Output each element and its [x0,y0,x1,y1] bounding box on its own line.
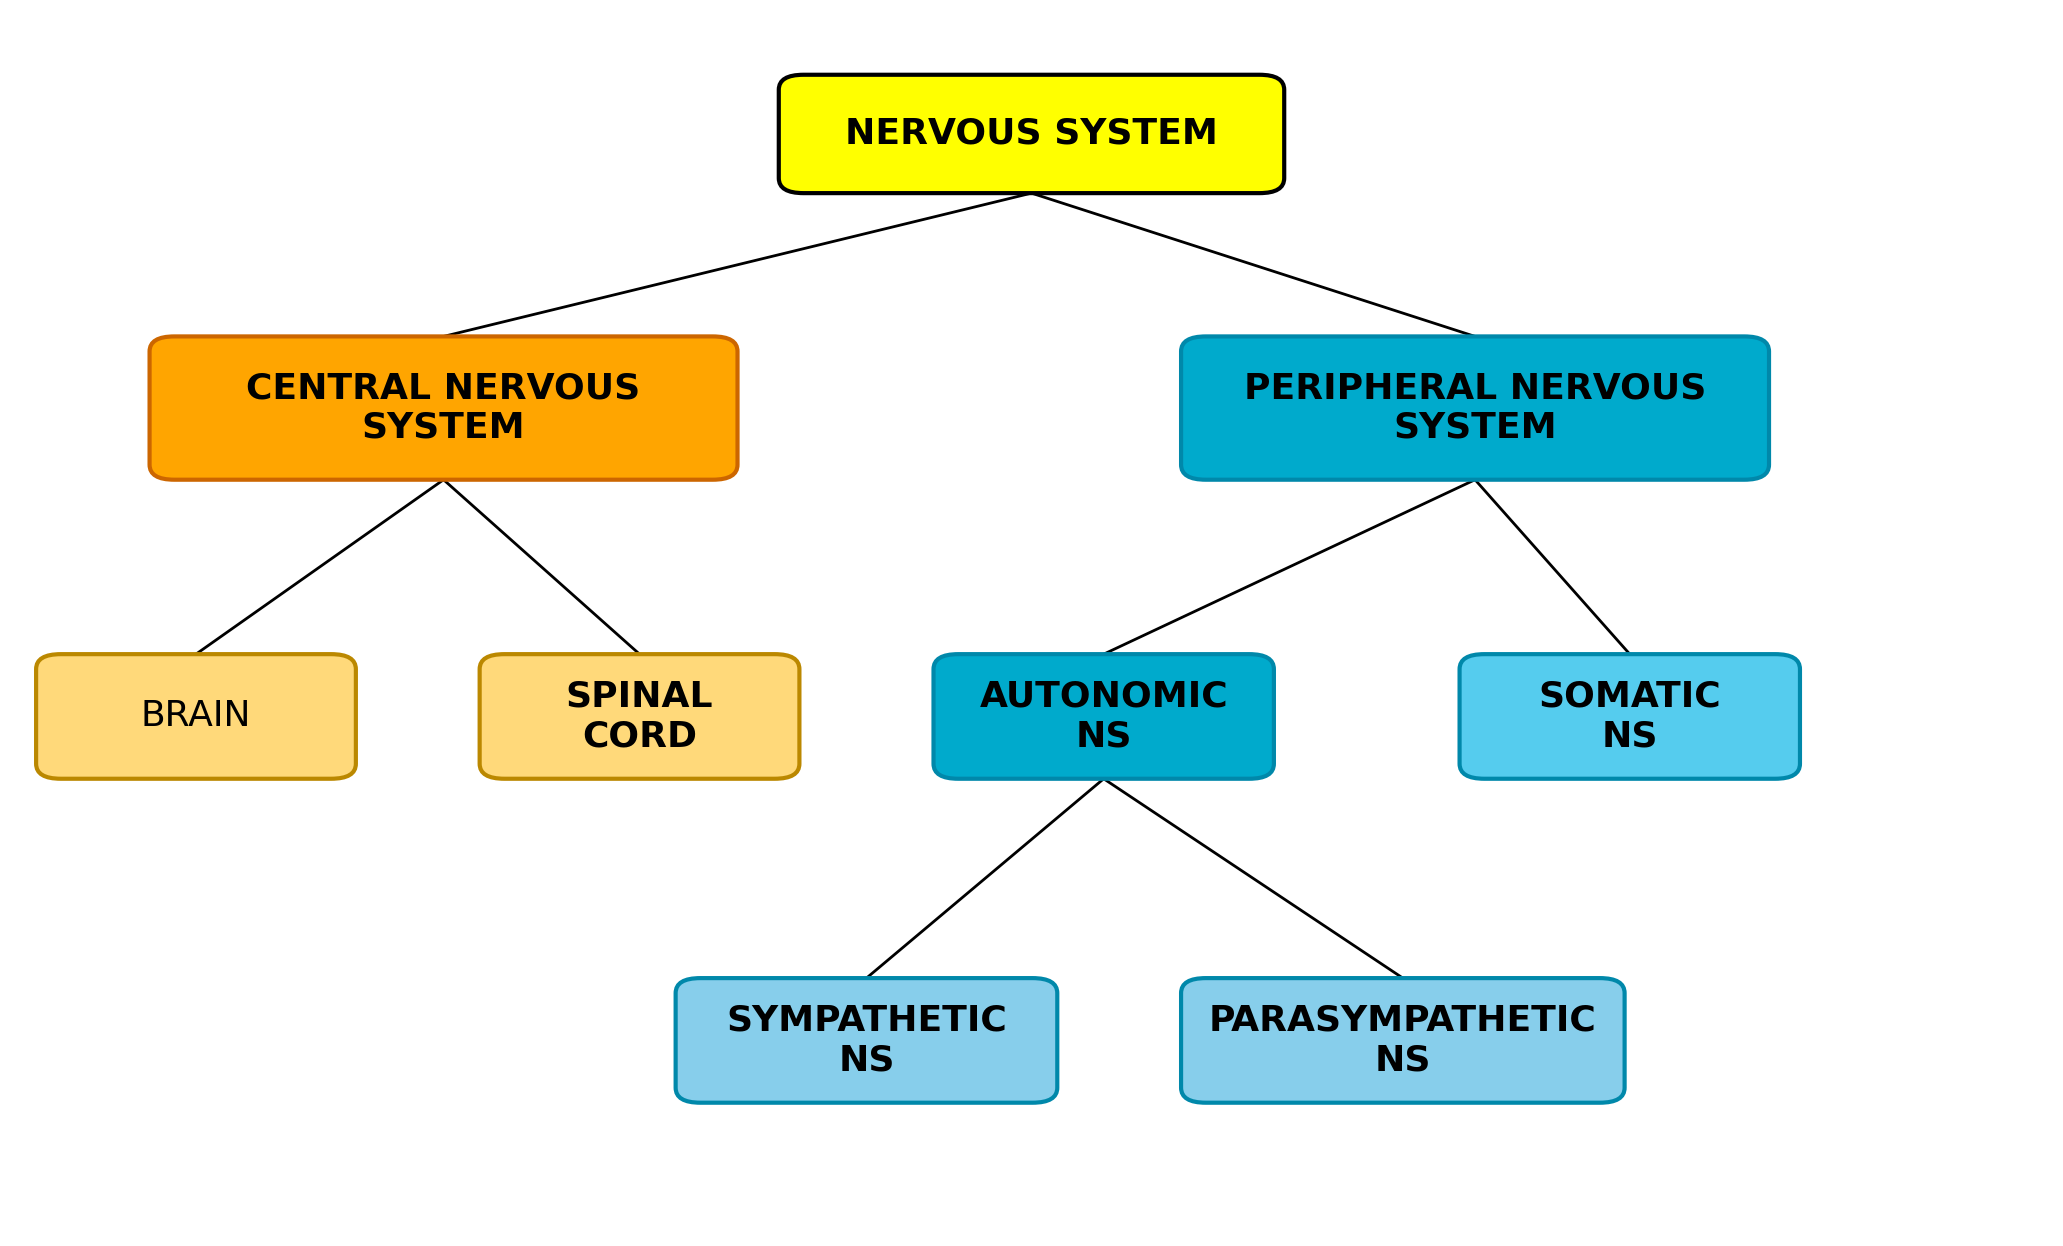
Text: SYMPATHETIC
NS: SYMPATHETIC NS [726,1004,1007,1077]
Text: SPINAL
CORD: SPINAL CORD [565,680,714,753]
FancyBboxPatch shape [479,654,798,779]
FancyBboxPatch shape [677,978,1056,1103]
FancyBboxPatch shape [37,654,355,779]
FancyBboxPatch shape [780,75,1285,193]
FancyBboxPatch shape [935,654,1275,779]
FancyBboxPatch shape [1461,654,1801,779]
Text: NERVOUS SYSTEM: NERVOUS SYSTEM [846,117,1217,151]
FancyBboxPatch shape [151,336,739,480]
Text: PERIPHERAL NERVOUS
SYSTEM: PERIPHERAL NERVOUS SYSTEM [1244,371,1706,445]
FancyBboxPatch shape [1182,336,1768,480]
Text: BRAIN: BRAIN [140,699,252,734]
Text: AUTONOMIC
NS: AUTONOMIC NS [980,680,1227,753]
Text: CENTRAL NERVOUS
SYSTEM: CENTRAL NERVOUS SYSTEM [245,371,642,445]
Text: PARASYMPATHETIC
NS: PARASYMPATHETIC NS [1209,1004,1597,1077]
Text: SOMATIC
NS: SOMATIC NS [1539,680,1721,753]
FancyBboxPatch shape [1182,978,1626,1103]
